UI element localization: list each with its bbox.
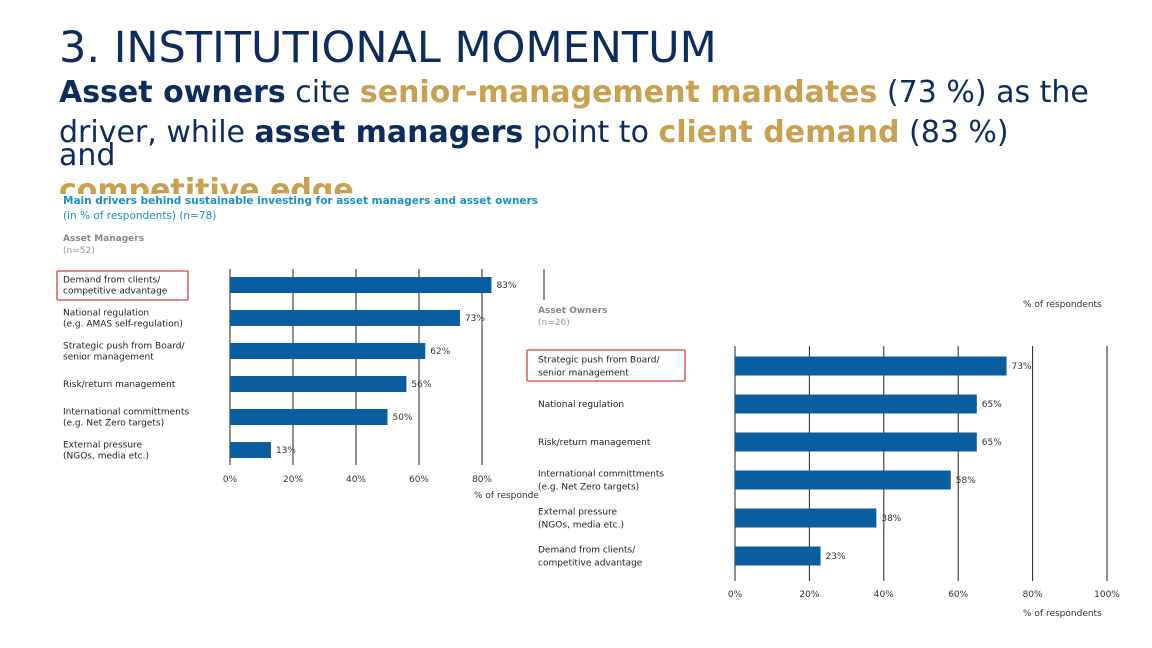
ao-xtick-4: 80% [1023, 590, 1043, 600]
ao-bar-2 [735, 432, 977, 452]
ao-group-n: (n=26) [538, 318, 570, 328]
am-value-label-5: 13% [276, 446, 296, 456]
am-xtick-3: 60% [409, 475, 429, 485]
am-xlabel: % of responde [474, 491, 539, 501]
ao-xtick-2: 40% [874, 590, 894, 600]
subtitle-line1-segment-2: senior-management mandates [359, 75, 878, 110]
subtitle-line2-segment-1: asset managers [254, 115, 524, 150]
ao-value-label-3: 58% [956, 476, 976, 486]
subtitle-overflow-and: and [59, 138, 116, 173]
am-xtick-2: 40% [346, 475, 366, 485]
ao-value-label-1: 65% [982, 400, 1002, 410]
am-highlight-box [56, 270, 189, 301]
am-category-label-2-1: senior management [63, 353, 154, 363]
am-category-label-0-1: competitive advantage [63, 287, 168, 297]
ao-value-label-5: 23% [826, 552, 846, 562]
am-bar-3 [230, 376, 407, 392]
subtitle-line1-segment-0: Asset owners [59, 75, 286, 110]
am-xtick-4: 80% [472, 475, 492, 485]
ao-xtick-5: 100% [1094, 590, 1120, 600]
ao-category-label-5-1: competitive advantage [538, 559, 643, 569]
am-category-label-4-1: (e.g. Net Zero targets) [63, 419, 164, 429]
ao-value-label-4: 38% [881, 514, 901, 524]
am-category-label-1-1: (e.g. AMAS self-regulation) [63, 320, 183, 330]
ao-category-label-4-0: External pressure [538, 508, 618, 518]
figure-title: Main drivers behind sustainable investin… [63, 195, 539, 207]
am-value-label-0: 83% [496, 281, 516, 291]
ao-value-label-2: 65% [982, 438, 1002, 448]
am-bar-2 [230, 343, 426, 359]
ao-category-label-3-1: (e.g. Net Zero targets) [538, 483, 639, 493]
am-bar-5 [230, 442, 271, 458]
am-xtick-0: 0% [223, 475, 238, 485]
am-value-label-4: 50% [393, 413, 413, 423]
am-category-label-4-0: International committments [63, 408, 189, 418]
ao-category-label-0-1: senior management [538, 369, 629, 379]
ao-top-label: % of respondents [1023, 300, 1102, 310]
am-value-label-2: 62% [430, 347, 450, 357]
subtitle-line-2: driver, while asset managers point to cl… [59, 113, 1089, 153]
subtitle-line1-segment-3: (73 %) as the [877, 75, 1089, 110]
ao-highlight-box [526, 349, 686, 382]
am-value-label-3: 56% [411, 380, 431, 390]
am-xtick-1: 20% [283, 475, 303, 485]
ao-group-label: Asset Owners [538, 306, 608, 316]
ao-category-label-2-0: Risk/return management [538, 438, 651, 448]
ao-value-label-0: 73% [1012, 362, 1032, 372]
ao-category-label-4-1: (NGOs, media etc.) [538, 521, 624, 531]
ao-bar-5 [735, 546, 821, 566]
am-group-label: Asset Managers [63, 234, 144, 244]
am-category-label-3-0: Risk/return management [63, 380, 176, 390]
ao-category-label-0-0: Strategic push from Board/ [538, 356, 660, 366]
ao-bar-3 [735, 470, 951, 490]
am-value-label-1: 73% [465, 314, 485, 324]
subtitle-line-1: Asset owners cite senior-management mand… [59, 73, 1089, 113]
am-group-n: (n=52) [63, 246, 95, 256]
ao-xtick-0: 0% [728, 590, 743, 600]
am-category-label-5-0: External pressure [63, 441, 143, 451]
ao-xtick-3: 60% [948, 590, 968, 600]
subtitle-line2-segment-4: (83 %) [899, 115, 1009, 150]
subtitle-line2-segment-3: client demand [658, 115, 900, 150]
ao-xtick-1: 20% [799, 590, 819, 600]
ao-category-label-1-0: National regulation [538, 400, 624, 410]
slide-subtitle: Asset owners cite senior-management mand… [59, 73, 1089, 153]
am-bar-0 [230, 277, 492, 293]
am-category-label-5-1: (NGOs, media etc.) [63, 452, 149, 462]
ao-bar-4 [735, 508, 877, 528]
subtitle-line2-segment-0: driver, while [59, 115, 255, 150]
ao-xlabel: % of respondents [1023, 609, 1102, 619]
ao-category-label-3-0: International committments [538, 470, 664, 480]
am-category-label-1-0: National regulation [63, 309, 149, 319]
am-bar-4 [230, 409, 388, 425]
slide-title: 3. INSTITUTIONAL MOMENTUM [59, 23, 717, 73]
subtitle-line2-segment-2: point to [523, 115, 659, 150]
subtitle-line1-segment-1: cite [285, 75, 360, 110]
am-bar-1 [230, 310, 460, 326]
ao-category-label-5-0: Demand from clients/ [538, 546, 636, 556]
ao-bar-1 [735, 394, 977, 414]
subtitle-overflow-tail: competitive edge [59, 176, 354, 194]
am-category-label-2-0: Strategic push from Board/ [63, 342, 185, 352]
am-category-label-0-0: Demand from clients/ [63, 276, 161, 286]
figure-subtitle: (in % of respondents) (n=78) [63, 210, 217, 222]
ao-bar-0 [735, 356, 1007, 376]
